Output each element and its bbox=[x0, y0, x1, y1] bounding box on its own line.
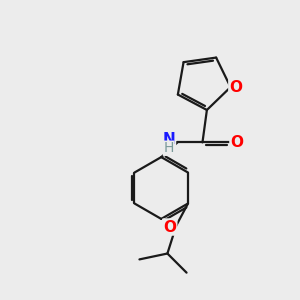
Text: H: H bbox=[164, 141, 174, 155]
Text: N: N bbox=[162, 132, 175, 147]
Text: O: O bbox=[163, 220, 176, 235]
Text: O: O bbox=[230, 135, 243, 150]
Text: O: O bbox=[229, 80, 242, 94]
